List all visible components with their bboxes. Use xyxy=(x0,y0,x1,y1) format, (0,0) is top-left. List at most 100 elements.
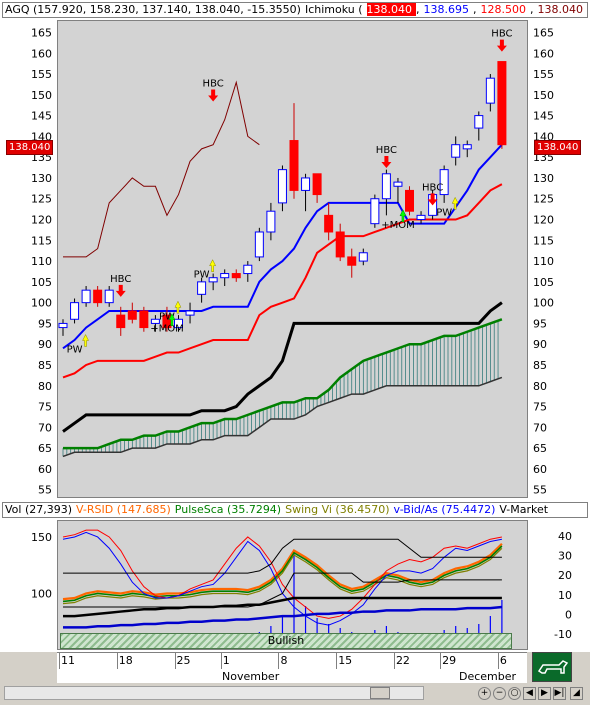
price-legend: AGQ (157.920, 158.230, 137.140, 138.040,… xyxy=(2,2,588,18)
series-line-senkou-b2 xyxy=(62,301,503,433)
y-tick-label-right: 70 xyxy=(533,421,547,434)
candle-body xyxy=(116,314,126,329)
sell-arrow-icon xyxy=(381,156,392,169)
candle-body xyxy=(81,289,91,304)
y-tick-label-left: 165 xyxy=(31,26,52,39)
y-tick-label-left: 85 xyxy=(38,359,52,372)
sell-arrow-icon xyxy=(496,39,507,52)
y-tick-label-right: 145 xyxy=(533,110,554,123)
month-label: November xyxy=(222,670,280,683)
y-tick-label-left: 160 xyxy=(31,47,52,60)
indicator-y-tick-right: -10 xyxy=(554,628,572,641)
price-legend-item[interactable]: 138.040 xyxy=(537,3,584,16)
month-label: December xyxy=(459,670,517,683)
buy-arrow-icon xyxy=(209,259,217,272)
series-line-kijun xyxy=(62,183,503,379)
candle-body xyxy=(405,189,414,212)
swing-line xyxy=(62,547,503,605)
price-legend-item[interactable]: , xyxy=(416,3,420,16)
bullish-label: Bullish xyxy=(267,634,305,647)
horizontal-scrollbar[interactable]: + − ○ ◀ ▶ ▶| ◢ xyxy=(0,683,590,705)
momentum-arrow-icon xyxy=(168,313,176,326)
price-legend-item[interactable]: 138.040 xyxy=(366,3,417,16)
bull-logo-icon[interactable] xyxy=(532,652,572,682)
buy-arrow-icon xyxy=(174,300,182,314)
zoom-in-icon[interactable]: + xyxy=(478,687,491,700)
indicator-legend-item[interactable]: v-Bid/As (75.4472) xyxy=(393,503,496,516)
candle-body xyxy=(347,256,357,266)
y-tick-label-right: 105 xyxy=(533,276,554,289)
x-tick-label: 15 xyxy=(338,654,353,667)
y-tick-label-right: 60 xyxy=(533,463,547,476)
price-tag-right: 138.040 xyxy=(534,140,582,155)
candle-body xyxy=(277,169,287,204)
candle-body xyxy=(485,77,495,104)
y-tick-label-left: 55 xyxy=(38,484,52,497)
indicator-y-tick-left: 150 xyxy=(31,531,52,544)
x-tick-mark xyxy=(174,653,176,669)
y-tick-label-left: 130 xyxy=(31,172,52,185)
price-legend-item[interactable]: Ichimoku ( xyxy=(304,3,363,16)
x-tick-label: 25 xyxy=(176,654,191,667)
indicator-plot-area xyxy=(57,520,528,650)
x-tick-label: 8 xyxy=(280,654,288,667)
indicator-legend-item[interactable]: V-Market xyxy=(499,503,549,516)
candle-body xyxy=(370,198,380,225)
candle-body xyxy=(185,310,195,316)
sell-arrow-icon xyxy=(427,193,438,206)
candle-body xyxy=(127,310,137,320)
indicator-y-tick-right: 40 xyxy=(558,530,572,543)
price-legend-item[interactable]: 138.695 xyxy=(423,3,470,16)
indicator-legend-item[interactable]: PulseSca (35.7294) xyxy=(174,503,282,516)
series-line-chikou xyxy=(63,80,260,258)
y-tick-label-right: 130 xyxy=(533,172,554,185)
y-tick-label-right: 115 xyxy=(533,234,554,247)
y-tick-label-right: 150 xyxy=(533,89,554,102)
y-tick-label-right: 100 xyxy=(533,297,554,310)
candle-body xyxy=(474,115,484,129)
y-tick-label-left: 115 xyxy=(31,234,52,247)
candle-body xyxy=(220,273,230,279)
x-tick-mark xyxy=(59,653,60,669)
y-tick-label-left: 110 xyxy=(31,255,52,268)
indicator-legend-item[interactable]: V-RSID (147.685) xyxy=(76,503,171,516)
zoom-out-icon[interactable]: − xyxy=(493,687,506,700)
x-axis: 11 18 25 1 8 15 22 29 6 November December xyxy=(57,652,527,683)
scroll-left-icon[interactable]: ◀ xyxy=(523,687,536,700)
y-tick-label-left: 125 xyxy=(31,193,52,206)
y-tick-label-left: 100 xyxy=(31,297,52,310)
candle-body xyxy=(93,289,103,304)
x-tick-label: 18 xyxy=(118,654,133,667)
indicator-pane: Vol (27,393) V-RSID (147.685) PulseSca (35… xyxy=(0,500,590,652)
signal-label: PW xyxy=(194,270,210,281)
candle-body xyxy=(197,281,207,295)
candle-body xyxy=(231,273,241,279)
scrollbar-thumb[interactable] xyxy=(370,687,390,699)
bullish-band: Bullish xyxy=(60,633,512,649)
y-tick-label-right: 125 xyxy=(533,193,554,206)
momentum-arrow-icon xyxy=(399,209,407,223)
resize-icon[interactable]: ◢ xyxy=(570,687,583,700)
y-tick-label-right: 80 xyxy=(533,380,547,393)
x-tick-label: 6 xyxy=(499,654,507,667)
scroll-end-icon[interactable]: ▶| xyxy=(553,687,566,700)
candle-body xyxy=(439,169,449,196)
price-tag-left: 138.040 xyxy=(6,140,54,155)
signal-label: HBC xyxy=(203,79,224,90)
y-tick-label-right: 110 xyxy=(533,255,554,268)
scroll-right-icon[interactable]: ▶ xyxy=(538,687,551,700)
candle-body xyxy=(150,318,160,324)
price-legend-item[interactable]: , xyxy=(530,3,534,16)
price-legend-item[interactable]: 128.500 xyxy=(480,3,527,16)
indicator-legend-item[interactable]: Swing Vi (36.4570) xyxy=(285,503,390,516)
indicator-legend-item[interactable]: Vol (27,393) xyxy=(5,503,73,516)
v-market-line xyxy=(63,596,502,618)
x-tick-mark xyxy=(393,653,395,669)
price-legend-item[interactable]: , xyxy=(473,3,477,16)
scrollbar-track[interactable] xyxy=(4,686,424,700)
signal-label: +MOM xyxy=(381,220,415,231)
zoom-reset-icon[interactable]: ○ xyxy=(508,687,521,700)
y-tick-label-left: 70 xyxy=(38,421,52,434)
price-legend-item[interactable]: AGQ (157.920, 158.230, 137.140, 138.040,… xyxy=(5,3,301,16)
y-tick-label-left: 65 xyxy=(38,442,52,455)
